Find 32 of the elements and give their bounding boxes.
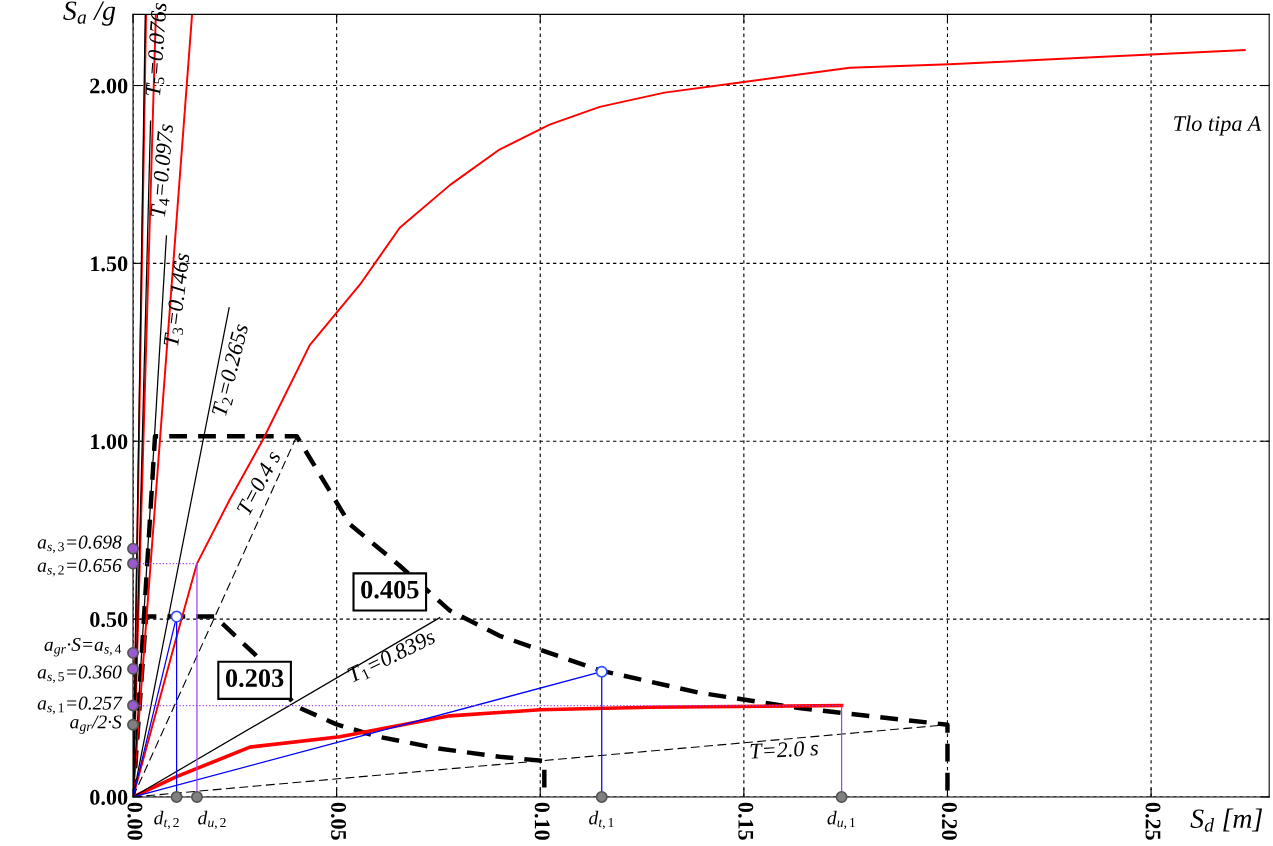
annotation: T=2.0 s <box>750 740 819 759</box>
y-tick-label: 0.50 <box>90 612 128 628</box>
annotation: T$_{2}$=0.265s <box>211 323 252 417</box>
annotation: a$_{s,5}$=0.360 <box>37 665 122 684</box>
x-tick-label: 0.25 <box>1145 802 1161 840</box>
y-tick-label: 0.00 <box>90 789 128 805</box>
annotation: 0.405 <box>361 580 419 599</box>
x-tick-label: 0.05 <box>330 802 347 840</box>
y-tick-label: 1.50 <box>91 256 128 272</box>
annotation: d$_{u,1}$ <box>827 810 855 830</box>
annotation: T$_{4}$=0.097s <box>150 123 177 218</box>
annotation: Tlo tipa A <box>1174 115 1262 136</box>
x-tick-label: 0.15 <box>738 802 754 840</box>
annotation: a$_{s,1}$=0.257 <box>37 696 123 715</box>
annotation: 0.203 <box>225 669 284 688</box>
y-axis-title: S$_{a}$ /g <box>63 1 116 26</box>
annotation: a$_{s,3}$=0.698 <box>37 535 122 554</box>
annotation: T$_{3}$=0.146s <box>163 252 193 347</box>
annotation: d$_{t,1}$ <box>589 810 614 830</box>
annotation: a$_{gr}$·S=a$_{s,4}$ <box>44 637 122 657</box>
annotation: d$_{u,2}$ <box>198 810 226 830</box>
annotation: T$_{1}$=0.839s <box>346 628 438 686</box>
x-axis-title: S$_{d}$ [m] <box>1190 808 1263 832</box>
annotation: d$_{t,2}$ <box>154 810 179 830</box>
annotation: a$_{gr}$/2·S <box>70 715 122 734</box>
annotation: a$_{s,2}$=0.656 <box>37 558 122 577</box>
annotation: T=0.4 s <box>236 449 282 516</box>
x-tick-label: 0.20 <box>941 802 957 840</box>
y-tick-label: 1.00 <box>91 434 128 450</box>
x-tick-label: 0.10 <box>534 802 550 840</box>
annotation: T$_{5}$=0.076s <box>145 2 170 96</box>
y-tick-label: 2.00 <box>90 78 128 94</box>
